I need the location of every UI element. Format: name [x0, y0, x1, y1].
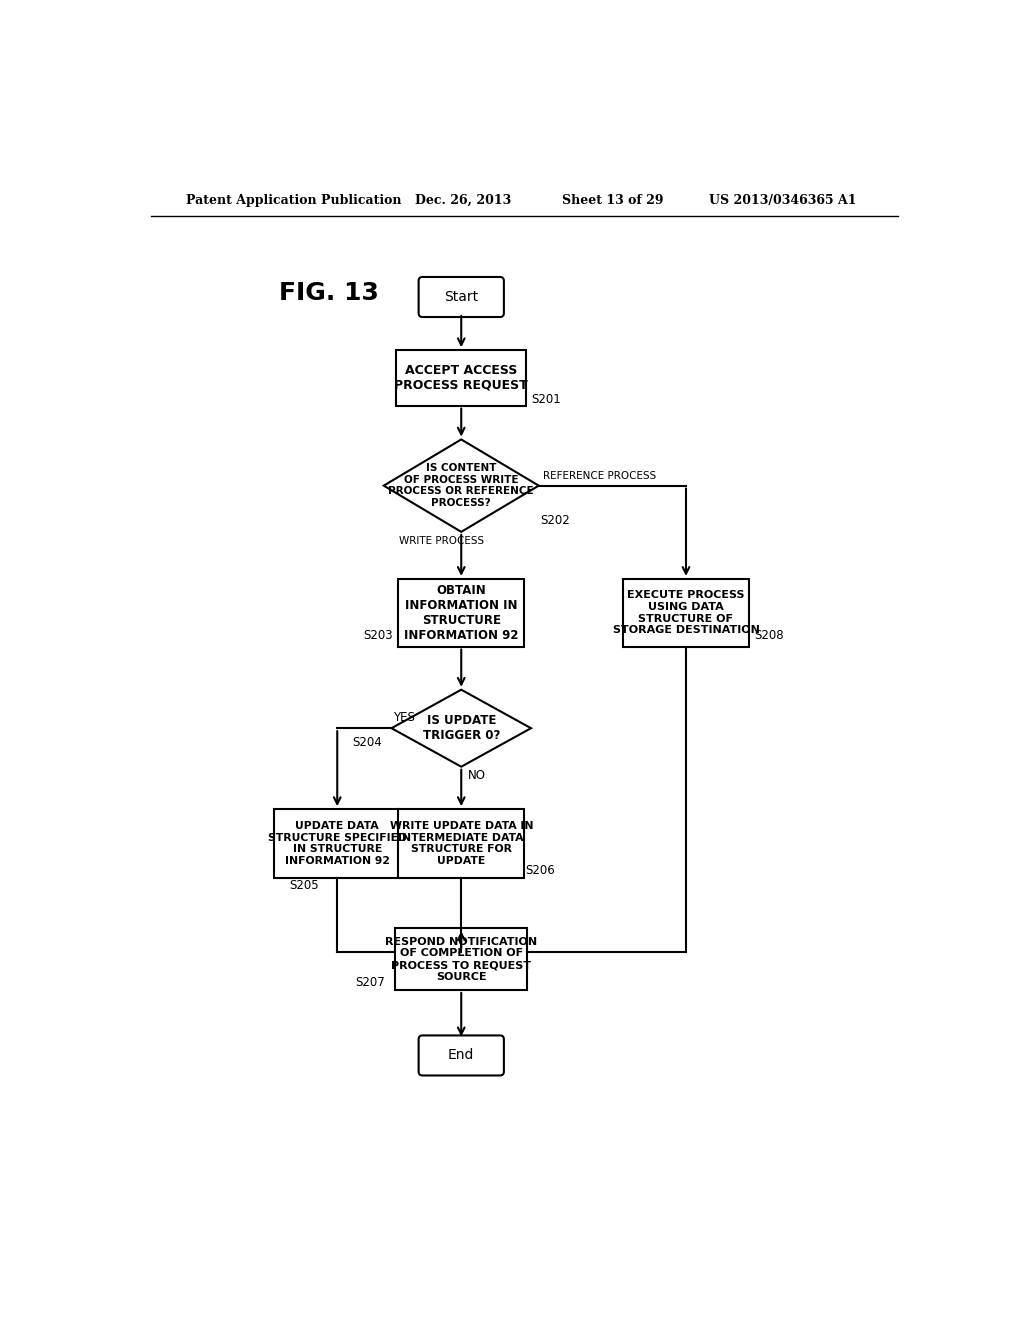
Text: S201: S201	[531, 393, 561, 407]
Bar	[398, 578, 524, 647]
Bar	[395, 928, 527, 990]
Text: Patent Application Publication: Patent Application Publication	[186, 194, 401, 207]
Text: IS UPDATE
TRIGGER 0?: IS UPDATE TRIGGER 0?	[423, 714, 500, 742]
Text: ACCEPT ACCESS
PROCESS REQUEST: ACCEPT ACCESS PROCESS REQUEST	[394, 364, 528, 392]
Text: S202: S202	[541, 513, 570, 527]
Text: REFERENCE PROCESS: REFERENCE PROCESS	[543, 471, 656, 482]
Text: S204: S204	[352, 735, 382, 748]
Text: WRITE UPDATE DATA IN
INTERMEDIATE DATA
STRUCTURE FOR
UPDATE: WRITE UPDATE DATA IN INTERMEDIATE DATA S…	[389, 821, 534, 866]
Bar	[398, 809, 524, 878]
Text: OBTAIN
INFORMATION IN
STRUCTURE
INFORMATION 92: OBTAIN INFORMATION IN STRUCTURE INFORMAT…	[404, 583, 518, 642]
Text: RESPOND NOTIFICATION
OF COMPLETION OF
PROCESS TO REQUEST
SOURCE: RESPOND NOTIFICATION OF COMPLETION OF PR…	[385, 937, 538, 982]
Text: IS CONTENT
OF PROCESS WRITE
PROCESS OR REFERENCE
PROCESS?: IS CONTENT OF PROCESS WRITE PROCESS OR R…	[388, 463, 535, 508]
Text: S205: S205	[289, 879, 318, 892]
Text: Dec. 26, 2013: Dec. 26, 2013	[415, 194, 511, 207]
Polygon shape	[384, 440, 539, 532]
Text: YES: YES	[393, 711, 415, 723]
Text: Sheet 13 of 29: Sheet 13 of 29	[562, 194, 664, 207]
Text: End: End	[449, 1048, 474, 1063]
FancyBboxPatch shape	[419, 277, 504, 317]
Text: UPDATE DATA
STRUCTURE SPECIFIED
IN STRUCTURE
INFORMATION 92: UPDATE DATA STRUCTURE SPECIFIED IN STRUC…	[267, 821, 407, 866]
Bar	[396, 350, 526, 405]
Text: S207: S207	[355, 975, 385, 989]
Text: EXECUTE PROCESS
USING DATA
STRUCTURE OF
STORAGE DESTINATION: EXECUTE PROCESS USING DATA STRUCTURE OF …	[612, 590, 760, 635]
Text: S206: S206	[525, 865, 555, 878]
Bar	[624, 578, 749, 647]
Text: Start: Start	[444, 290, 478, 304]
Text: S208: S208	[755, 630, 783, 643]
Text: NO: NO	[467, 770, 485, 783]
Text: WRITE PROCESS: WRITE PROCESS	[399, 536, 484, 546]
FancyBboxPatch shape	[419, 1035, 504, 1076]
Text: US 2013/0346365 A1: US 2013/0346365 A1	[710, 194, 857, 207]
Polygon shape	[391, 689, 531, 767]
Bar	[274, 809, 400, 878]
Text: S203: S203	[364, 630, 393, 643]
Text: FIG. 13: FIG. 13	[280, 281, 379, 305]
